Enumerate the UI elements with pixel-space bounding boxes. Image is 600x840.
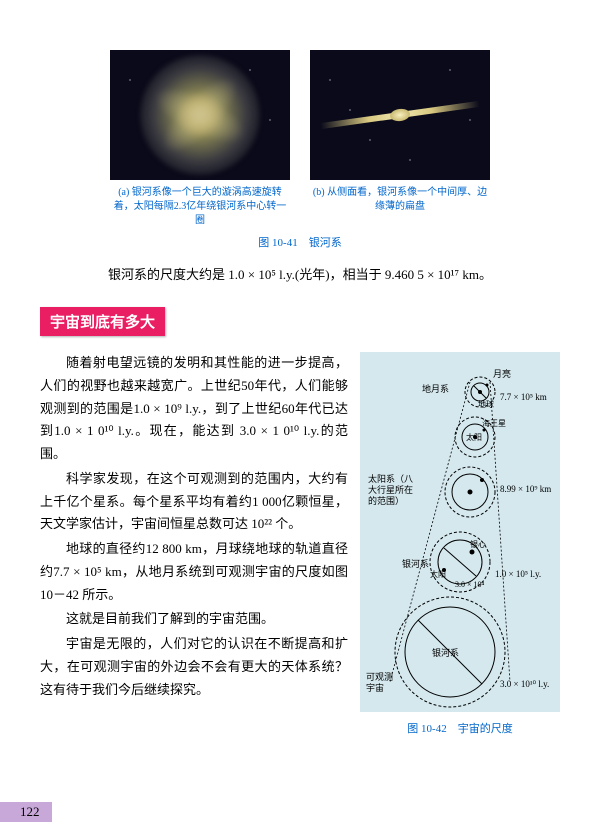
value-3: 3.0 × 10⁴ xyxy=(455,580,485,589)
section-header: 宇宙到底有多大 xyxy=(40,307,165,336)
paragraph-2: 科学家发现，在这个可观测到的范围内，大约有上千亿个星系。每个星系平均有着约1 0… xyxy=(40,468,348,536)
diagram-caption: 图 10-42 宇宙的尺度 xyxy=(360,720,560,736)
value-2: 8.99 × 10⁹ km xyxy=(500,484,551,494)
svg-text:太阳系（八大行星所在的范围）: 太阳系（八大行星所在的范围） xyxy=(368,473,413,506)
value-1: 7.7 × 10⁵ km xyxy=(500,392,547,402)
body-text: 随着射电望远镜的发明和其性能的进一步提高，人们的视野也越来越宽广。上世纪50年代… xyxy=(40,352,348,736)
intro-text: 银河系的尺度大约是 1.0 × 10⁵ l.y.(光年)，相当于 9.460 5… xyxy=(40,264,560,283)
label-sun-small: 太阳 xyxy=(466,432,482,442)
figure-b: (b) 从侧面看，银河系像一个中间厚、边缘薄的扁盘 xyxy=(310,50,490,228)
label-galaxy2: 银河系 xyxy=(432,647,459,658)
svg-text:可观测宇宙: 可观测宇宙 xyxy=(366,672,393,693)
figure-b-caption: (b) 从侧面看，银河系像一个中间厚、边缘薄的扁盘 xyxy=(310,186,490,214)
figure-label: 图 10-41 银河系 xyxy=(40,234,560,250)
label-earthmoon: 地月系 xyxy=(422,383,449,394)
label-moon: 月亮 xyxy=(493,368,511,379)
value-5: 3.0 × 10¹⁰ l.y. xyxy=(500,679,549,689)
label-neptune: 海王星 xyxy=(482,418,506,428)
figure-a-caption: (a) 银河系像一个巨大的漩涡高速旋转着，太阳每隔2.3亿年绕银河系中心转一圈 xyxy=(110,186,290,228)
label-sun: 太阳 xyxy=(430,569,446,579)
diagram-column: 月亮 地月系 地球 7.7 × 10⁵ km 海王星 太阳 太阳系（八大行星所在… xyxy=(360,352,560,736)
galaxy-edge-image xyxy=(310,50,490,180)
label-galaxy: 银河系 xyxy=(402,558,429,569)
paragraph-3: 地球的直径约12 800 km，月球绕地球的轨道直径约7.7 × 10⁵ km，… xyxy=(40,538,348,606)
scale-diagram: 月亮 地月系 地球 7.7 × 10⁵ km 海王星 太阳 太阳系（八大行星所在… xyxy=(360,352,560,712)
content-wrap: 随着射电望远镜的发明和其性能的进一步提高，人们的视野也越来越宽广。上世纪50年代… xyxy=(40,352,560,736)
paragraph-4: 这就是目前我们了解到的宇宙范围。 xyxy=(40,608,348,631)
label-center: 银心 xyxy=(470,539,486,549)
value-4: 1.0 × 10⁵ l.y. xyxy=(495,569,541,579)
paragraph-1: 随着射电望远镜的发明和其性能的进一步提高，人们的视野也越来越宽广。上世纪50年代… xyxy=(40,352,348,466)
galaxy-spiral-image xyxy=(110,50,290,180)
page-number: 122 xyxy=(0,802,52,822)
figures-row: (a) 银河系像一个巨大的漩涡高速旋转着，太阳每隔2.3亿年绕银河系中心转一圈 … xyxy=(40,50,560,228)
paragraph-5: 宇宙是无限的，人们对它的认识在不断提高和扩大，在可观测宇宙的外边会不会有更大的天… xyxy=(40,633,348,701)
label-earth: 地球 xyxy=(478,399,494,409)
figure-a: (a) 银河系像一个巨大的漩涡高速旋转着，太阳每隔2.3亿年绕银河系中心转一圈 xyxy=(110,50,290,228)
